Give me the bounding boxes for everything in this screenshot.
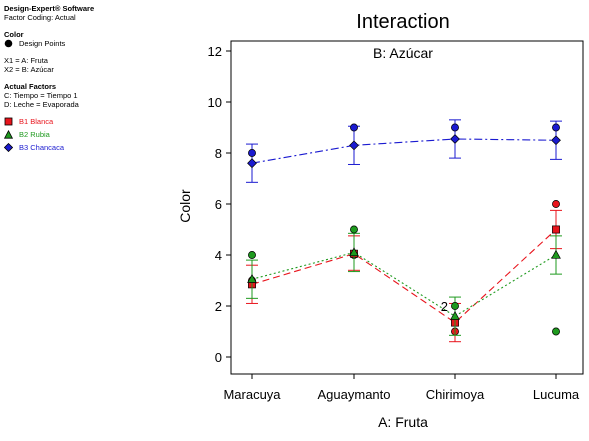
- x-tick-label-3: Lucuma: [533, 387, 580, 402]
- response-heading: Color: [4, 30, 24, 39]
- legend-entry-b3: B3 Chancaca: [3, 142, 184, 153]
- design-points-entry: Design Points: [4, 39, 184, 48]
- legend-label-b1: B1 Blanca: [19, 117, 54, 126]
- factor-d-value: D: Leche = Evaporada: [4, 100, 79, 109]
- mean-marker-2-3: [551, 135, 561, 146]
- annotation-layer: 2: [441, 299, 448, 314]
- mean-marker-1-3: [551, 249, 561, 259]
- design-points-label: Design Points: [19, 39, 66, 48]
- y-tick-label-0: 0: [215, 350, 222, 365]
- software-name: Design-Expert® Software: [4, 4, 95, 13]
- design-point-1-3: [552, 327, 560, 336]
- point-count-label-0: 2: [441, 299, 448, 314]
- legend-entry-b2: B2 Rubia: [3, 129, 184, 139]
- series-layer: [246, 119, 562, 343]
- series-line-0: [251, 229, 557, 324]
- design-point-1-0: [248, 251, 256, 259]
- design-point-2-0: [248, 149, 256, 157]
- y-tick-label-2: 4: [215, 248, 222, 263]
- design-point-2-1: [350, 123, 358, 132]
- legend-entry-b1: B1 Blanca: [4, 117, 184, 126]
- x-tick-label-1: Aguaymanto: [318, 387, 391, 402]
- y-tick-label-3: 6: [215, 197, 222, 212]
- y-axis: 0 2 4 6 8 10 12: [208, 44, 231, 365]
- actual-factors-heading: Actual Factors: [4, 82, 57, 91]
- y-tick-label-4: 8: [215, 146, 222, 161]
- y-axis-label: Color: [177, 189, 193, 223]
- series-0: [246, 200, 562, 343]
- mean-marker-2-0: [247, 158, 257, 169]
- chart-title: Interaction: [356, 11, 449, 33]
- y-tick-label-6: 12: [208, 44, 222, 59]
- design-point-1-2: [451, 302, 459, 310]
- mean-marker-2-2: [450, 134, 460, 144]
- x-axis: Maracuya Aguaymanto Chirimoya Lucuma: [223, 374, 580, 402]
- design-point-0-3: [552, 200, 560, 208]
- mean-marker-2-1: [349, 140, 359, 151]
- x-tick-label-2: Chirimoya: [426, 387, 485, 402]
- blue-diamond-icon: [3, 142, 14, 153]
- series-line-1: [251, 251, 557, 317]
- x1-definition: X1 = A: Fruta: [4, 56, 48, 65]
- legend-label-b2: B2 Rubia: [19, 130, 50, 139]
- series-line-2: [251, 138, 557, 164]
- chart-subtitle: B: Azúcar: [373, 45, 433, 61]
- legend-panel: Design-Expert® Software Factor Coding: A…: [3, 4, 184, 153]
- x-axis-label: A: Fruta: [378, 414, 428, 430]
- mean-marker-1-2: [450, 310, 460, 320]
- mean-marker-1-0: [247, 274, 257, 283]
- x-tick-label-0: Maracuya: [223, 387, 281, 402]
- mean-marker-1-1: [349, 247, 359, 257]
- design-point-1-1: [350, 225, 358, 234]
- plot-frame: [230, 40, 584, 375]
- x2-definition: X2 = B: Azúcar: [4, 65, 54, 74]
- red-square-icon: [4, 117, 13, 126]
- series-2: [246, 119, 562, 183]
- factor-coding: Factor Coding: Actual: [4, 13, 76, 22]
- legend-label-b3: B3 Chancaca: [19, 143, 65, 152]
- design-point-2-3: [552, 123, 560, 132]
- design-point-2-2: [451, 123, 459, 132]
- mean-marker-0-3: [552, 225, 560, 234]
- green-triangle-icon: [3, 129, 14, 139]
- series-1: [246, 225, 562, 336]
- design-point-icon: [4, 39, 13, 48]
- y-tick-label-5: 10: [208, 95, 222, 110]
- y-tick-label-1: 2: [215, 299, 222, 314]
- factor-c-value: C: Tiempo = Tiempo 1: [4, 91, 78, 100]
